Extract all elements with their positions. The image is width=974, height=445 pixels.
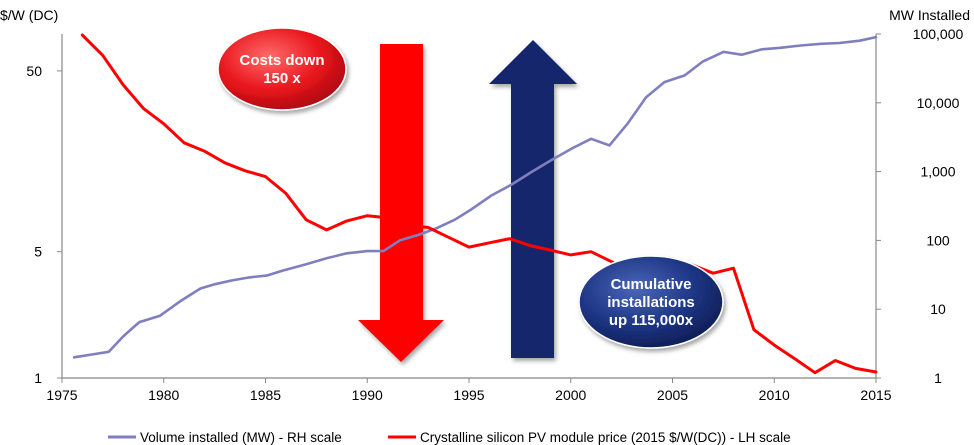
- right-axis-label: MW Installed: [889, 7, 970, 23]
- legend-label-price: Crystalline silicon PV module price (201…: [420, 430, 791, 445]
- x-tick-label: 1980: [148, 387, 179, 403]
- installations-up-arrow: [489, 40, 577, 358]
- volume-installed-line: [72, 35, 878, 359]
- left-tick-label: 5: [34, 244, 42, 260]
- x-tick-label: 2015: [860, 387, 891, 403]
- costs-down-bubble-text: Costs down: [240, 52, 325, 69]
- x-tick-label: 2005: [657, 387, 688, 403]
- x-tick-label: 1985: [250, 387, 281, 403]
- left-tick-label: 1: [34, 370, 42, 386]
- costs-down-bubble: [217, 27, 347, 111]
- right-tick-label: 1: [934, 370, 942, 386]
- x-tick-label: 2010: [759, 387, 790, 403]
- installations-up-bubble-text: installations: [607, 294, 695, 311]
- arrows-layer: [358, 40, 577, 362]
- x-tick-label: 1975: [46, 387, 77, 403]
- installations-up-bubble: [578, 255, 724, 349]
- costs-down-arrow: [358, 44, 444, 362]
- installations-up-bubble-text: up 115,000x: [609, 312, 694, 329]
- costs-down-bubble-text: 150 x: [263, 70, 301, 87]
- legend-label-volume: Volume installed (MW) - RH scale: [140, 430, 342, 445]
- right-tick-label: 100: [926, 232, 950, 248]
- left-axis-label: $/W (DC): [0, 7, 58, 23]
- lines-layer: [72, 33, 878, 375]
- right-tick-label: 10,000: [917, 95, 960, 111]
- legend: Volume installed (MW) - RH scale Crystal…: [108, 430, 791, 445]
- installations-up-bubble-text: Cumulative: [611, 276, 692, 293]
- right-tick-label: 100,000: [913, 26, 964, 42]
- right-tick-label: 1,000: [920, 164, 955, 180]
- x-tick-label: 2000: [555, 387, 586, 403]
- right-tick-label: 10: [930, 301, 946, 317]
- x-tick-label: 1995: [453, 387, 484, 403]
- left-tick-label: 50: [26, 63, 42, 79]
- axes-layer: 1975 1980 1985 1990 1995 2000 2005 2010 2015 1 5 50…: [26, 26, 963, 403]
- x-tick-label: 1990: [352, 387, 383, 403]
- module-price-line: [80, 33, 878, 375]
